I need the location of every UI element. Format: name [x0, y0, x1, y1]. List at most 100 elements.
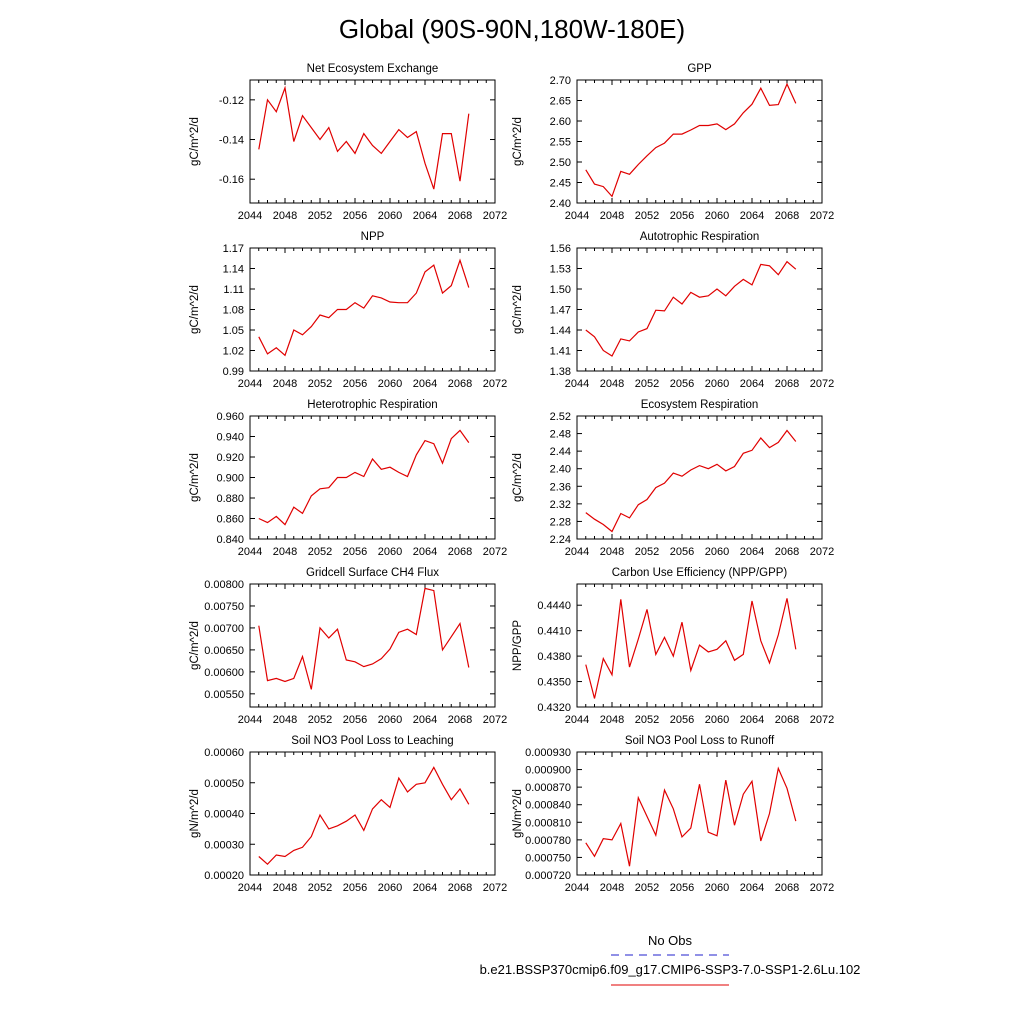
- x-tick-label: 2072: [483, 378, 507, 390]
- panel-title: Carbon Use Efficiency (NPP/GPP): [612, 567, 788, 579]
- y-tick-label: 0.00750: [204, 601, 244, 613]
- y-tick-label: 2.50: [550, 157, 571, 169]
- y-tick-label: 1.41: [550, 346, 571, 358]
- x-tick-label: 2056: [670, 378, 694, 390]
- y-tick-label: 2.32: [550, 499, 571, 511]
- y-tick-label: 0.00040: [204, 809, 244, 821]
- y-tick-label: 0.4410: [537, 626, 571, 638]
- plot-frame: [576, 751, 823, 876]
- y-tick-label: 0.940: [216, 432, 244, 444]
- y-tick-label: 0.00050: [204, 778, 244, 790]
- x-tick-label: 2060: [378, 882, 402, 894]
- x-tick-label: 2068: [775, 882, 799, 894]
- x-tick-label: 2056: [343, 378, 367, 390]
- legend-label-run: b.e21.BSSP370cmip6.f09_g17.CMIP6-SSP3-7.…: [479, 962, 861, 977]
- x-tick-label: 2052: [635, 378, 659, 390]
- chart-panel: NPP 2044 2048 2052 2056 2060 2064 2068 2072 1.17 1…: [189, 231, 507, 390]
- y-tick-label: 1.53: [550, 264, 571, 276]
- y-tick-label: 2.60: [550, 116, 571, 128]
- y-tick-label: 2.65: [550, 96, 571, 108]
- x-tick-label: 2072: [483, 210, 507, 222]
- x-tick-label: 2052: [635, 210, 659, 222]
- y-tick-label: 0.000810: [525, 817, 571, 829]
- x-tick-label: 2064: [740, 714, 764, 726]
- y-axis-label: gC/m^2/d: [512, 285, 524, 334]
- y-tick-label: 0.900: [216, 473, 244, 485]
- x-tick-label: 2052: [308, 378, 332, 390]
- y-tick-label: 2.52: [550, 411, 571, 423]
- series-line: [258, 85, 470, 190]
- panel-title: Soil NO3 Pool Loss to Runoff: [625, 735, 775, 747]
- x-tick-label: 2048: [600, 714, 624, 726]
- x-tick-label: 2044: [238, 210, 262, 222]
- x-tick-label: 2048: [273, 882, 297, 894]
- x-tick-label: 2060: [378, 210, 402, 222]
- x-tick-label: 2052: [635, 714, 659, 726]
- panel-title: NPP: [361, 231, 385, 243]
- y-tick-label: 1.05: [223, 325, 244, 337]
- x-tick-label: 2072: [810, 714, 834, 726]
- x-tick-label: 2072: [810, 210, 834, 222]
- x-tick-label: 2044: [565, 882, 589, 894]
- x-tick-label: 2068: [448, 882, 472, 894]
- x-tick-label: 2072: [810, 378, 834, 390]
- y-tick-label: 0.000720: [525, 870, 571, 882]
- y-tick-label: 2.55: [550, 137, 571, 149]
- x-tick-label: 2048: [273, 546, 297, 558]
- y-tick-label: 2.28: [550, 516, 571, 528]
- x-tick-label: 2060: [705, 546, 729, 558]
- y-tick-label: 0.000930: [525, 747, 571, 759]
- panel-title: Heterotrophic Respiration: [307, 399, 437, 411]
- legend-label-obs: No Obs: [647, 933, 693, 948]
- y-tick-label: 0.4380: [537, 651, 571, 663]
- y-tick-label: 1.02: [223, 346, 244, 358]
- plot-frame: [576, 415, 823, 540]
- y-tick-label: 0.000750: [525, 852, 571, 864]
- y-tick-label: -0.12: [219, 95, 244, 107]
- chart-panel: Carbon Use Efficiency (NPP/GPP) 2044 2048 2…: [512, 567, 834, 726]
- x-tick-label: 2064: [413, 210, 437, 222]
- x-tick-label: 2044: [238, 378, 262, 390]
- y-tick-label: 1.11: [223, 284, 244, 296]
- x-tick-label: 2048: [600, 378, 624, 390]
- x-tick-label: 2060: [705, 210, 729, 222]
- x-tick-label: 2052: [635, 546, 659, 558]
- x-tick-label: 2060: [705, 714, 729, 726]
- x-tick-label: 2048: [600, 546, 624, 558]
- series-line: [585, 598, 797, 699]
- chart-panel: Gridcell Surface CH4 Flux 2044 2048 2052 205…: [189, 567, 507, 726]
- x-tick-label: 2052: [308, 546, 332, 558]
- y-axis-label: gC/m^2/d: [189, 453, 201, 502]
- y-tick-label: 0.00020: [204, 870, 244, 882]
- x-tick-label: 2060: [705, 378, 729, 390]
- x-tick-label: 2064: [740, 378, 764, 390]
- x-tick-label: 2068: [448, 714, 472, 726]
- y-axis-label: gC/m^2/d: [189, 285, 201, 334]
- x-tick-label: 2064: [413, 378, 437, 390]
- x-tick-label: 2064: [740, 546, 764, 558]
- x-tick-label: 2072: [810, 546, 834, 558]
- x-tick-label: 2044: [565, 546, 589, 558]
- x-tick-label: 2052: [635, 882, 659, 894]
- figure-title: Global (90S-90N,180W-180E): [338, 14, 686, 44]
- panel-title: Autotrophic Respiration: [640, 231, 760, 243]
- x-tick-label: 2052: [308, 882, 332, 894]
- x-tick-label: 2064: [413, 714, 437, 726]
- x-tick-label: 2056: [343, 210, 367, 222]
- x-tick-label: 2056: [670, 546, 694, 558]
- series-line: [585, 429, 797, 533]
- y-tick-label: 2.24: [550, 534, 571, 546]
- y-tick-label: 0.00030: [204, 839, 244, 851]
- x-tick-label: 2060: [378, 378, 402, 390]
- y-tick-label: 2.44: [550, 446, 571, 458]
- panel-title: GPP: [687, 63, 712, 75]
- y-tick-label: 0.00800: [204, 579, 244, 591]
- x-tick-label: 2044: [565, 378, 589, 390]
- y-tick-label: 0.00550: [204, 689, 244, 701]
- y-tick-label: 0.4350: [537, 677, 571, 689]
- y-tick-label: 1.17: [223, 243, 244, 255]
- x-tick-label: 2064: [413, 882, 437, 894]
- x-tick-label: 2072: [483, 546, 507, 558]
- y-tick-label: 0.000840: [525, 800, 571, 812]
